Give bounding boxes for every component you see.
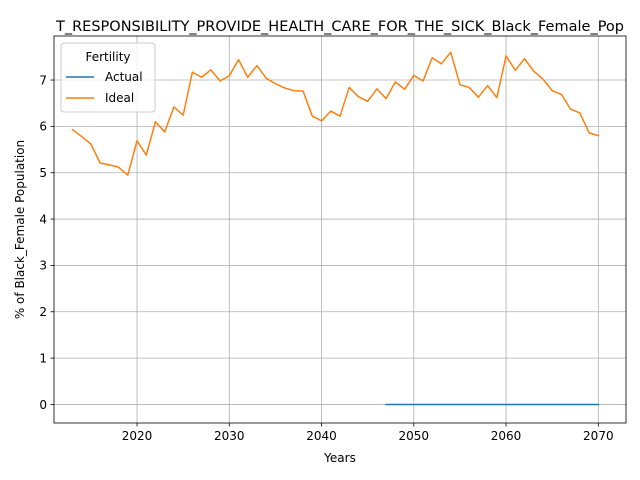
y-tick-label: 3 bbox=[39, 259, 47, 273]
series-line-ideal bbox=[71, 51, 600, 176]
legend-box bbox=[60, 42, 156, 113]
y-tick-label: 7 bbox=[39, 73, 47, 87]
series-layer bbox=[71, 51, 600, 406]
x-tick-label: 2020 bbox=[122, 429, 153, 443]
axes-frame bbox=[53, 35, 627, 424]
chart-title: T_RESPONSIBILITY_PROVIDE_HEALTH_CARE_FOR… bbox=[55, 19, 624, 35]
x-tick-label: 2070 bbox=[583, 429, 614, 443]
y-tick-label: 6 bbox=[39, 120, 47, 134]
y-tick-label: 5 bbox=[39, 166, 47, 180]
y-tick-label: 0 bbox=[39, 398, 47, 412]
x-tick-label: 2050 bbox=[399, 429, 430, 443]
legend-title: Fertility bbox=[85, 50, 130, 64]
y-tick-label: 2 bbox=[39, 305, 47, 319]
legend: Fertility Actual Ideal bbox=[60, 42, 156, 113]
x-axis-ticks: 2020 2030 2040 2050 2060 2070 bbox=[122, 423, 614, 443]
x-axis-label: Years bbox=[323, 451, 356, 465]
y-tick-label: 1 bbox=[39, 351, 47, 365]
x-tick-label: 2040 bbox=[306, 429, 337, 443]
y-axis-ticks: 0 1 2 3 4 5 6 7 bbox=[39, 73, 54, 412]
x-tick-label: 2030 bbox=[214, 429, 245, 443]
legend-label-actual: Actual bbox=[105, 70, 143, 84]
x-tick-label: 2060 bbox=[491, 429, 522, 443]
y-axis-label: % of Black_Female Population bbox=[13, 140, 27, 319]
legend-label-ideal: Ideal bbox=[105, 91, 134, 105]
y-tick-label: 4 bbox=[39, 212, 47, 226]
